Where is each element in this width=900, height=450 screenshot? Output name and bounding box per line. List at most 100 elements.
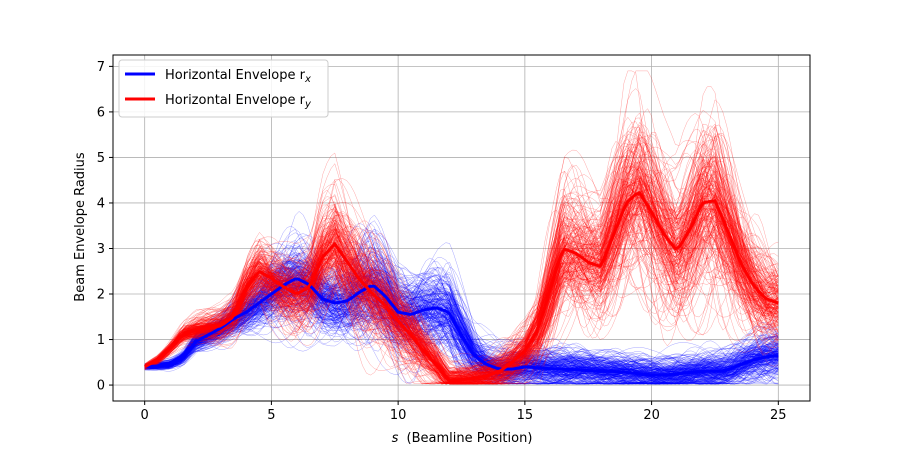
ensemble-trace-x <box>144 266 779 384</box>
ensemble-trace-y <box>144 160 779 376</box>
ensemble-trace-x <box>144 278 779 383</box>
ensemble-trace-y <box>144 136 779 379</box>
ensemble-trace-y <box>144 172 779 385</box>
ensemble-trace-x <box>144 223 779 385</box>
ensemble-trace-x <box>144 230 779 385</box>
ensemble-trace-x <box>144 288 779 380</box>
ensemble-trace-x <box>144 276 779 382</box>
ensemble-trace-x <box>144 271 779 376</box>
ensemble-trace-x <box>144 235 779 385</box>
ensemble-trace-y <box>144 124 779 385</box>
ensemble-trace-y <box>144 212 779 374</box>
ensemble-trace-y <box>144 150 779 385</box>
ensemble-trace-x <box>144 278 779 385</box>
ensemble-trace-x <box>144 269 779 383</box>
x-tick-label: 0 <box>141 408 149 423</box>
ensemble-trace-x <box>144 264 779 385</box>
mean-envelopes <box>143 191 779 382</box>
ensemble-trace-y <box>144 160 779 385</box>
y-axis-label: Beam Envelope Radius <box>73 152 88 302</box>
mean-envelope-x <box>144 277 779 377</box>
ensemble-trace-y <box>144 154 779 384</box>
ensemble-trace-y <box>144 180 779 385</box>
ensemble-trace-y <box>144 177 779 385</box>
ensemble-trace-y <box>144 198 779 385</box>
ensemble-trace-x <box>144 291 779 385</box>
ensemble-trace-x <box>144 232 779 385</box>
ensemble-trace-x <box>144 267 779 385</box>
ensemble-trace-y <box>144 169 779 376</box>
x-tick-label: 10 <box>390 408 407 423</box>
ensemble-trace-y <box>144 154 779 385</box>
ensemble-trace-y <box>144 203 779 385</box>
ensemble-trace-y <box>144 167 779 385</box>
ensemble-trace-y <box>144 165 779 380</box>
ensemble-trace-x <box>144 253 779 382</box>
ensemble-trace-x <box>144 260 779 385</box>
ensemble-trace-y <box>144 170 779 385</box>
ensemble-trace-y <box>144 142 779 385</box>
ensemble-trace-y <box>144 152 779 385</box>
ensemble-trace-x <box>144 269 779 385</box>
ensemble-trace-y <box>144 168 779 385</box>
ensemble-trace-y <box>144 196 779 385</box>
ensemble-trace-y <box>144 161 779 374</box>
ensemble-trace-y <box>144 126 779 385</box>
ensemble-trace-y <box>144 188 779 383</box>
ensemble-trace-y <box>144 166 779 382</box>
ensemble-trace-y <box>144 200 779 385</box>
ensemble-trace-x <box>144 263 779 382</box>
ensemble-trace-x <box>144 249 779 385</box>
ensemble-trace-y <box>144 186 779 381</box>
ensemble-trace-y <box>144 180 779 385</box>
ensemble-trace-x <box>144 265 779 381</box>
ensemble-trace-y <box>144 177 779 385</box>
ensemble-trace-y <box>144 204 779 371</box>
ensemble-trace-y <box>144 175 779 378</box>
ensemble-trace-x <box>144 265 779 385</box>
mean-envelope-y <box>143 191 779 382</box>
ensemble-trace-x <box>144 266 779 380</box>
x-tick-label: 25 <box>770 408 787 423</box>
ensemble-trace-y <box>144 193 779 384</box>
ensemble-trace-x <box>144 257 779 385</box>
ensemble-trace-x <box>144 259 779 383</box>
ensemble-trace-y <box>144 158 779 380</box>
ensemble-trace-x <box>144 275 779 385</box>
ensemble-trace-x <box>144 288 779 379</box>
ensemble-trace-x <box>144 266 779 385</box>
ensemble-trace-x <box>144 232 779 385</box>
ensemble-trace-y <box>144 197 779 385</box>
ensemble-trace-y <box>144 172 779 385</box>
plot-frame <box>112 54 811 402</box>
ensemble-trace-y <box>144 126 779 375</box>
ensemble-trace-y <box>144 158 779 381</box>
ensemble-trace-x <box>144 266 779 376</box>
ensemble-trace-x <box>144 214 779 385</box>
ensemble-trace-x <box>144 254 779 385</box>
x-axis-label-text: (Beamline Position) <box>407 431 533 446</box>
ensemble-trace-x <box>144 268 779 383</box>
ensemble-trace-x <box>144 265 779 384</box>
ensemble-trace-x <box>144 248 779 385</box>
ensemble-trace-x <box>144 227 779 385</box>
ensemble-trace-x <box>144 254 779 383</box>
ensemble-trace-x <box>144 275 779 385</box>
ensemble-trace-x <box>144 270 779 384</box>
ensemble-trace-x <box>144 262 779 383</box>
ensemble-trace-y <box>144 186 779 377</box>
ensemble-trace-x <box>144 272 779 380</box>
ensemble-trace-y <box>144 189 779 385</box>
ensemble-trace-x <box>144 259 779 382</box>
ensemble-trace-y <box>144 134 779 375</box>
ensemble-trace-y <box>144 171 779 371</box>
ensemble-trace-y <box>144 155 779 385</box>
ensemble-trace-x <box>144 259 779 382</box>
ensemble-trace-x <box>144 257 779 385</box>
ensemble-trace-x <box>144 245 779 385</box>
ensemble-trace-x <box>144 278 779 384</box>
ensemble-trace-y <box>144 173 779 385</box>
ensemble-trace-y <box>144 165 779 380</box>
legend-label-rx: Horizontal Envelope rx <box>165 68 311 85</box>
